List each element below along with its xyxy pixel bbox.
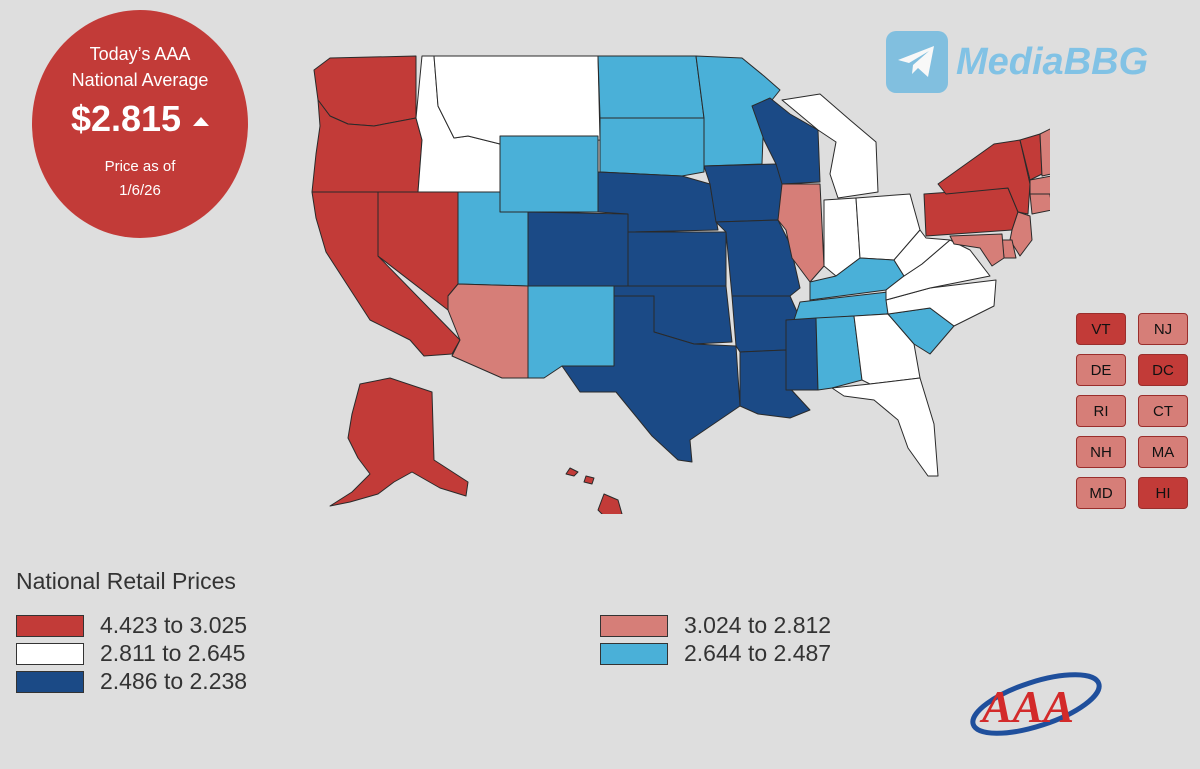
state-TX [561, 295, 741, 463]
state-MA [1029, 175, 1050, 195]
state-CO [527, 211, 629, 287]
state-KS [627, 231, 727, 287]
state-MO [715, 219, 801, 297]
legend-label: 4.423 to 3.025 [100, 612, 248, 638]
state-NY [937, 139, 1031, 215]
state-NE [597, 171, 719, 233]
legend-swatch [16, 670, 84, 693]
badge-title-line1: Today’s AAA [89, 44, 191, 64]
badge-date-caption: Price as of [104, 158, 176, 175]
badge-date: 1/6/26 [119, 182, 161, 199]
us-gas-price-map [311, 55, 1050, 514]
legend-label: 3.024 to 2.812 [684, 612, 832, 638]
telegram-icon [886, 31, 948, 93]
up-triangle-icon [193, 116, 210, 126]
legend-swatch [16, 642, 84, 665]
legend-item: 2.644 to 2.487 [600, 640, 831, 667]
small-state-DC: DC [1138, 354, 1188, 386]
small-state-DE: DE [1076, 354, 1126, 386]
state-MD [949, 233, 1005, 267]
aaa-logo: AAA [970, 672, 1102, 736]
state-PA [923, 187, 1019, 237]
watermark-text: MediaBBG [956, 40, 1149, 83]
state-AK [329, 377, 469, 507]
badge-title-line2: National Average [71, 70, 209, 90]
small-state-CT: CT [1138, 395, 1188, 427]
state-HI-small2 [583, 475, 595, 485]
small-state-HI: HI [1138, 477, 1188, 509]
small-state-NJ: NJ [1138, 313, 1188, 345]
state-HI-small [565, 467, 579, 477]
state-NM [527, 285, 615, 379]
legend-item: 3.024 to 2.812 [600, 612, 831, 639]
state-NJ [1009, 211, 1033, 257]
watermark: MediaBBG [886, 30, 1148, 94]
state-NC [885, 279, 997, 327]
state-SD [599, 117, 705, 177]
state-CT [1029, 193, 1050, 215]
state-IA [703, 163, 787, 223]
state-HI [597, 493, 623, 514]
small-state-MD: MD [1076, 477, 1126, 509]
legend-title: National Retail Prices [16, 568, 236, 594]
legend-label: 2.811 to 2.645 [100, 640, 246, 666]
state-WV [893, 229, 951, 277]
legend-swatch [600, 642, 668, 665]
state-WY [499, 135, 599, 213]
small-state-VT: VT [1076, 313, 1126, 345]
legend-label: 2.486 to 2.238 [100, 668, 248, 694]
state-AZ [447, 283, 529, 379]
state-MI [781, 93, 879, 199]
national-average-price: $2.815 [32, 98, 248, 140]
price-value: $2.815 [70, 98, 182, 139]
state-IL [777, 183, 825, 283]
legend-item: 4.423 to 3.025 [16, 612, 247, 639]
legend-item: 2.811 to 2.645 [16, 640, 245, 667]
state-ND [597, 55, 705, 119]
small-state-NH: NH [1076, 436, 1126, 468]
legend-label: 2.644 to 2.487 [684, 640, 832, 666]
state-WI [751, 97, 821, 185]
state-NH [1039, 128, 1050, 177]
aaa-logo-text: AAA [979, 681, 1074, 732]
legend-item: 2.486 to 2.238 [16, 668, 247, 695]
state-MS [785, 317, 819, 391]
state-MT [433, 55, 601, 145]
national-average-badge: Today’s AAA National Average $2.815 Pric… [32, 10, 248, 238]
legend-swatch [600, 614, 668, 637]
state-AL [815, 315, 863, 391]
legend-swatch [16, 614, 84, 637]
small-state-MA: MA [1138, 436, 1188, 468]
state-FL [831, 377, 939, 477]
small-state-RI: RI [1076, 395, 1126, 427]
